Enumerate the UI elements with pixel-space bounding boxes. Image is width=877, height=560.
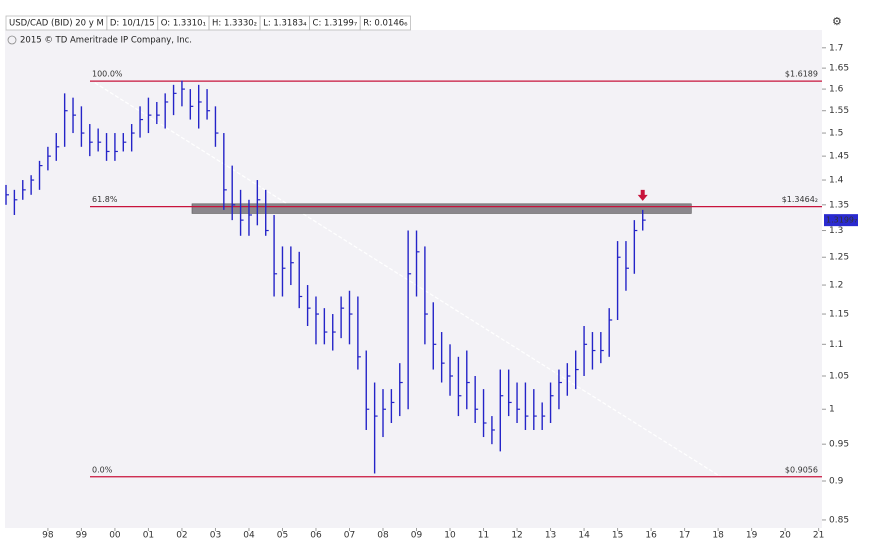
x-tick-label: 06: [310, 531, 322, 541]
y-tick-label: 1.15: [829, 310, 849, 320]
trendline: [94, 82, 722, 478]
x-tick-label: 12: [511, 531, 522, 541]
y-tick-label: 1.2: [829, 281, 843, 291]
y-tick-label: 1.7: [829, 43, 843, 53]
x-tick-label: 02: [176, 531, 187, 541]
header-field: D: 10/1/15: [110, 19, 155, 29]
x-tick-label: 98: [42, 531, 54, 541]
fib-value-label: $0.9056: [785, 465, 818, 474]
y-tick-label: 1.05: [829, 372, 849, 382]
header-field: L: 1.3183₄: [263, 19, 307, 29]
fib-value-label: $1.6189: [785, 70, 818, 79]
settings-icon[interactable]: ⚙: [832, 15, 842, 28]
x-tick-label: 19: [746, 531, 758, 541]
y-tick-label: 0.9: [829, 477, 844, 487]
x-tick-label: 04: [243, 531, 255, 541]
y-tick-label: 1.65: [829, 64, 849, 74]
x-tick-label: 10: [444, 531, 456, 541]
x-tick-label: 08: [377, 531, 389, 541]
x-tick-label: 20: [779, 531, 791, 541]
copyright: 2015 © TD Ameritrade IP Company, Inc.: [20, 36, 192, 46]
y-tick-label: 1.6: [829, 85, 844, 95]
header-box: [359, 15, 411, 31]
y-tick-label: 1.35: [829, 200, 849, 210]
header-field: C: 1.3199₇: [313, 19, 358, 29]
y-tick-label: 1.3: [829, 226, 843, 236]
y-tick-label: 1.25: [829, 253, 849, 263]
x-tick-label: 17: [679, 531, 690, 541]
x-tick-label: 18: [712, 531, 724, 541]
x-tick-label: 09: [411, 531, 423, 541]
x-tick-label: 07: [344, 531, 355, 541]
info-icon[interactable]: [7, 35, 17, 45]
x-tick-label: 05: [277, 531, 288, 541]
x-tick-label: 21: [813, 531, 824, 541]
x-tick-label: 13: [545, 531, 556, 541]
y-tick-label: 1.55: [829, 106, 849, 116]
header-field: R: 0.0146₆: [363, 19, 408, 29]
x-tick-label: 15: [612, 531, 623, 541]
x-tick-label: 01: [143, 531, 154, 541]
header-field: O: 1.3310₁: [161, 19, 206, 29]
x-tick-label: 99: [76, 531, 88, 541]
y-tick-label: 0.95: [829, 440, 849, 450]
arrow: [637, 189, 648, 201]
fib-label: 100.0%: [92, 70, 123, 79]
x-tick-label: 03: [210, 531, 221, 541]
fib-label: 0.0%: [92, 465, 113, 474]
x-tick-label: 11: [478, 531, 489, 541]
header-field: H: 1.3330₂: [212, 19, 257, 29]
y-tick-label: 1.4: [829, 176, 844, 186]
resistance-zone: [191, 203, 692, 214]
y-tick-label: 1: [829, 405, 835, 415]
fib-value-label: $1.3464₂: [782, 195, 818, 204]
last-price-box: [824, 214, 858, 227]
plot-area: [5, 30, 822, 528]
y-tick-label: 1.45: [829, 152, 849, 162]
last-price-label: 1.3199₇: [826, 216, 857, 225]
fib-label: 61.8%: [92, 195, 118, 204]
header-field: USD/CAD (BID) 20 y M: [9, 19, 104, 29]
x-tick-label: 16: [645, 531, 657, 541]
y-tick-label: 0.85: [829, 515, 849, 525]
x-tick-label: 14: [578, 531, 590, 541]
y-tick-label: 1.5: [829, 129, 843, 139]
y-tick-label: 1.1: [829, 340, 843, 350]
x-tick-label: 00: [109, 531, 121, 541]
